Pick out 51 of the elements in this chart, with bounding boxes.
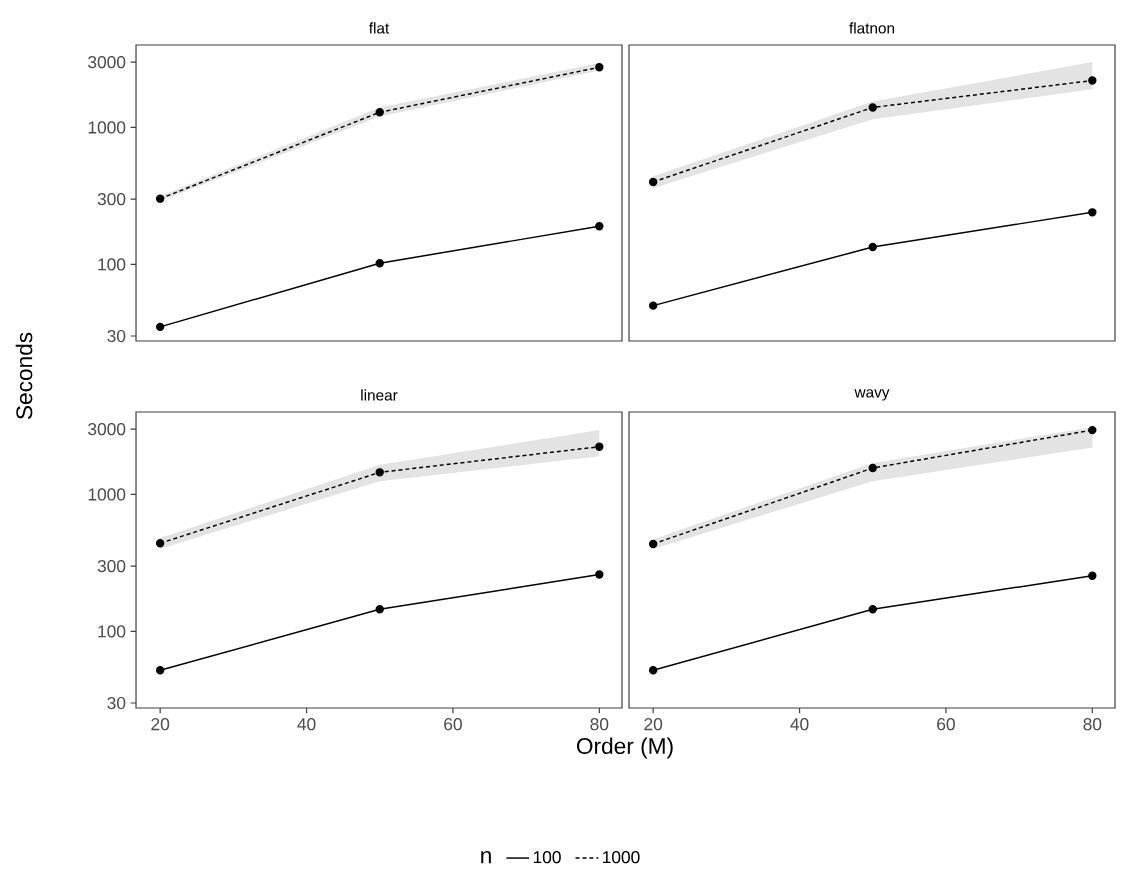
point [155, 194, 165, 203]
y-tick-label: 3000 [88, 422, 126, 436]
x-tick-label: 60 [444, 718, 462, 731]
legend-title: n [481, 850, 491, 864]
legend-label: 100 [533, 851, 561, 864]
legend-label: 1000 [603, 851, 640, 864]
y-tick-label: 100 [98, 625, 126, 638]
y-tick-label: 1000 [88, 488, 126, 501]
point [868, 463, 877, 473]
point [595, 63, 604, 72]
point [595, 222, 604, 231]
point [648, 301, 658, 310]
chart-title: linear [361, 389, 398, 401]
x-tick-label: 40 [297, 718, 316, 731]
point [648, 666, 658, 675]
point [595, 442, 604, 451]
point [595, 570, 604, 579]
y-tick-label: 30 [107, 696, 126, 710]
point [375, 605, 384, 614]
x-tick-label: 60 [937, 718, 955, 731]
point [375, 259, 384, 268]
y-tick-label: 1000 [88, 121, 126, 134]
y-tick-label: 300 [97, 192, 126, 206]
point [375, 468, 384, 477]
point [1088, 76, 1097, 85]
point [648, 177, 658, 187]
y-tick-label: 100 [98, 258, 126, 271]
y-tick-label: 30 [107, 329, 126, 343]
point [868, 605, 877, 614]
point [155, 666, 165, 675]
y-axis-title: Seconds [15, 332, 33, 420]
point [1088, 425, 1097, 435]
chart-title: wavy [854, 389, 890, 401]
point [155, 539, 165, 548]
x-tick-label: 20 [644, 718, 663, 731]
chart-title: flatnon [849, 22, 895, 34]
point [648, 539, 658, 549]
x-tick-label: 40 [790, 718, 809, 731]
point [868, 242, 877, 252]
point [375, 108, 384, 117]
y-tick-label: 3000 [88, 55, 126, 69]
x-tick-label: 20 [151, 718, 170, 731]
chart-title: flat [368, 22, 390, 34]
x-tick-label: 80 [590, 718, 609, 731]
y-tick-label: 300 [97, 559, 126, 573]
point [1088, 208, 1097, 217]
point [868, 103, 877, 112]
x-tick-label: 80 [1083, 718, 1102, 731]
point [155, 322, 165, 332]
x-axis-title: Order (M) [576, 737, 673, 759]
point [1088, 571, 1097, 580]
